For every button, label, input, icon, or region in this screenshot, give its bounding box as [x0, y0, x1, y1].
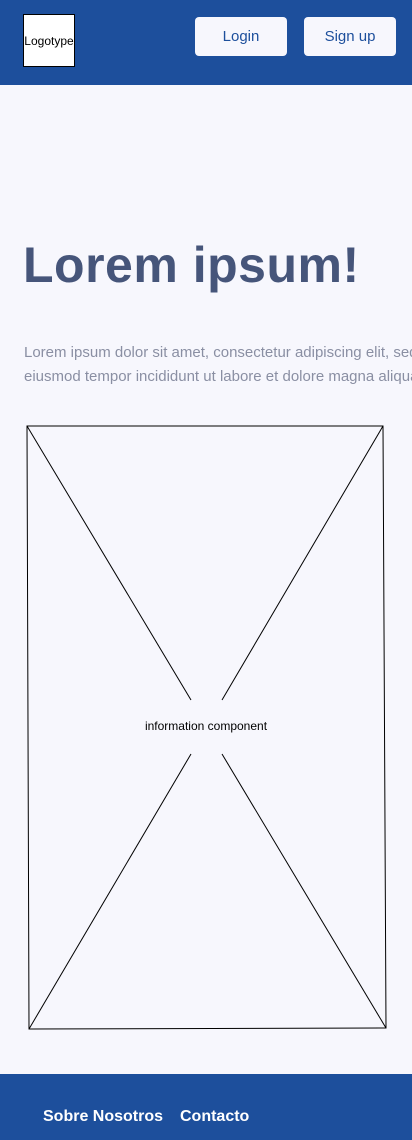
logo[interactable]: Logotype [23, 14, 75, 67]
footer-link-contact[interactable]: Contacto [180, 1108, 250, 1125]
placeholder-diagonal [221, 425, 384, 701]
hero-title: Lorem ipsum! [23, 237, 360, 293]
footer: Sobre Nosotros Contacto [0, 1074, 412, 1140]
signup-button[interactable]: Sign up [304, 17, 396, 56]
hero-description-line: eiusmod tempor incididunt ut labore et d… [24, 368, 412, 385]
placeholder-diagonal [26, 425, 192, 701]
placeholder-diagonal [221, 753, 387, 1029]
hero-description-line: Lorem ipsum dolor sit amet, consectetur … [24, 344, 412, 361]
hero-description: Lorem ipsum dolor sit amet, consectetur … [24, 341, 412, 389]
footer-link-about[interactable]: Sobre Nosotros [43, 1108, 164, 1125]
header: Logotype Login Sign up [0, 0, 412, 85]
placeholder-diagonal [28, 753, 192, 1030]
login-button[interactable]: Login [195, 17, 287, 56]
information-component-label: information component [144, 719, 268, 733]
